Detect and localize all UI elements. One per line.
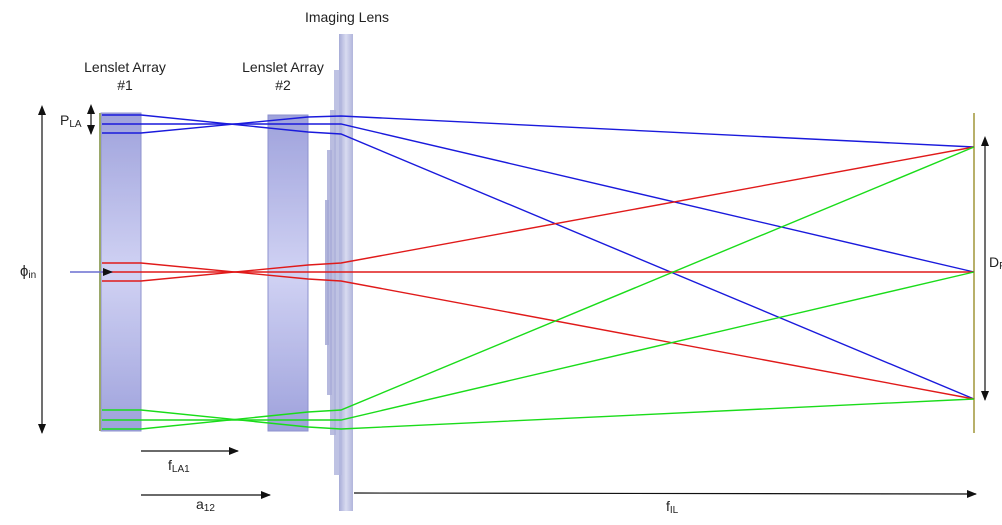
phi-in-label-sub: in [28, 270, 36, 281]
pitch-label-main: P [60, 112, 69, 128]
rays-top [102, 114, 975, 400]
spacing-a12-label: a12 [196, 496, 215, 514]
lenslet-array-2-label: Lenslet Array [242, 59, 324, 75]
phi-in-label-main: ϕ [20, 263, 28, 280]
lenslet-array-2 [267, 114, 309, 432]
field-dft-label-main: D [989, 254, 999, 270]
focal-il-label-main: f [666, 498, 670, 514]
lenslet-array-2-number: #2 [275, 77, 291, 93]
pitch-label-sub: LA [69, 119, 82, 130]
focal-la1-label-sub: LA1 [172, 464, 190, 475]
focal-la1-label-main: f [168, 457, 172, 473]
focal-il-label-sub: IL [670, 505, 679, 516]
phi-in-label: ϕin [20, 263, 36, 281]
spacing-a12-label-sub: 12 [204, 503, 216, 514]
field-dft-label: DFT [989, 254, 1002, 272]
pitch-label: PLA [60, 112, 82, 130]
lenslet-array-1-number: #1 [117, 77, 133, 93]
spacing-a12-label-main: a [196, 496, 204, 512]
lenslet-array-1-label: Lenslet Array [84, 59, 166, 75]
rays-bottom [102, 146, 975, 430]
imaging-lens-label: Imaging Lens [305, 9, 389, 25]
focal-la1-label: fLA1 [168, 457, 190, 475]
focal-il-arrow [353, 489, 977, 498]
field-dft-label-sub: FT [999, 261, 1002, 272]
focal-il-label: fIL [666, 498, 679, 516]
rays-center [102, 146, 975, 400]
